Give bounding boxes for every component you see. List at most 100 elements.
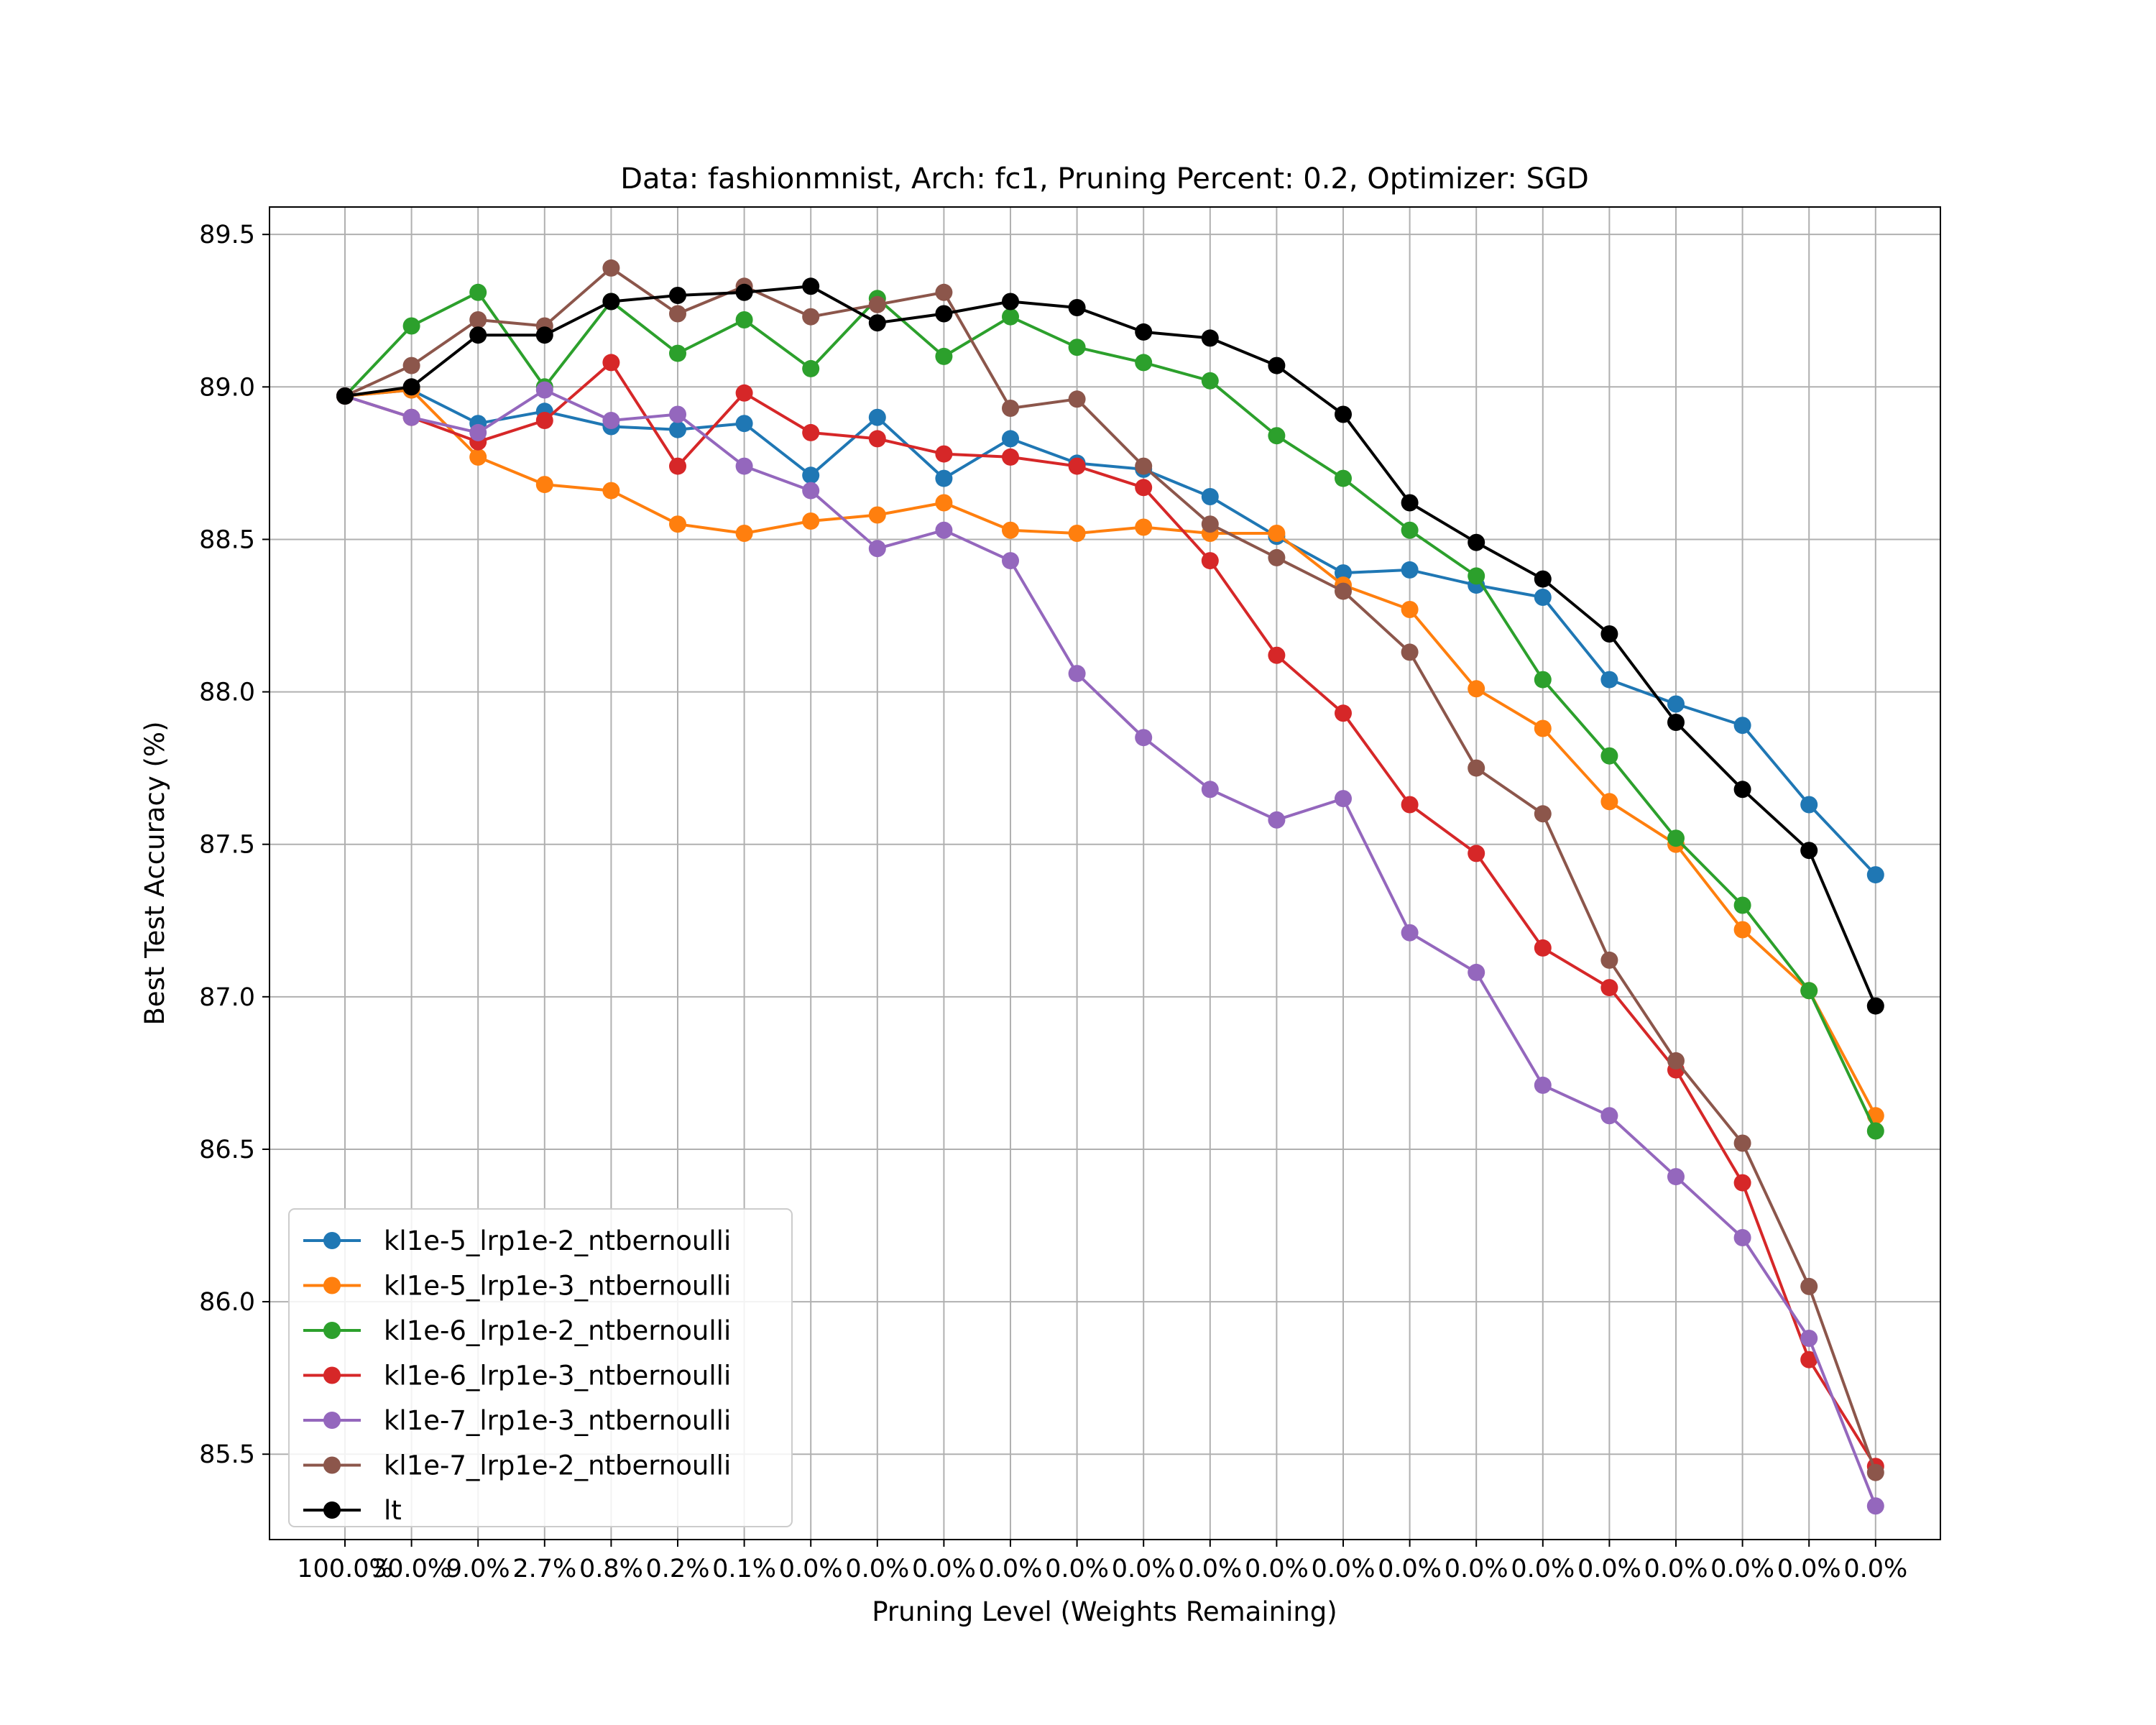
data-point bbox=[535, 326, 553, 344]
legend-marker bbox=[323, 1276, 341, 1294]
x-tick-label: 0.0% bbox=[1710, 1555, 1774, 1583]
data-point bbox=[1866, 866, 1884, 884]
data-point bbox=[735, 415, 753, 433]
data-point bbox=[669, 287, 686, 304]
data-point bbox=[802, 359, 820, 377]
data-point bbox=[669, 457, 686, 475]
y-tick-label: 87.0 bbox=[199, 983, 255, 1012]
data-point bbox=[402, 378, 420, 396]
data-point bbox=[1201, 515, 1219, 533]
data-point bbox=[1201, 552, 1219, 570]
data-point bbox=[1800, 1277, 1818, 1295]
x-tick-label: 9.0% bbox=[446, 1555, 510, 1583]
data-point bbox=[1002, 552, 1019, 570]
legend-item: kl1e-7_lrp1e-2_ntbernoulli bbox=[303, 1450, 731, 1481]
y-tick-label: 89.0 bbox=[199, 373, 255, 402]
data-point bbox=[935, 494, 953, 512]
x-tick-label: 2.7% bbox=[512, 1555, 576, 1583]
data-point bbox=[602, 354, 620, 372]
x-tick-label: 0.0% bbox=[1445, 1555, 1508, 1583]
x-tick-label: 0.0% bbox=[1312, 1555, 1376, 1583]
legend-item: kl1e-5_lrp1e-3_ntbernoulli bbox=[303, 1271, 731, 1302]
data-point bbox=[1468, 533, 1485, 551]
legend-label: kl1e-6_lrp1e-3_ntbernoulli bbox=[384, 1361, 731, 1392]
data-point bbox=[1534, 1076, 1552, 1094]
x-tick-label: 0.0% bbox=[1178, 1555, 1242, 1583]
x-tick-label: 30.0% bbox=[372, 1555, 451, 1583]
data-point bbox=[868, 430, 886, 448]
y-tick-label: 86.0 bbox=[199, 1288, 255, 1317]
data-point bbox=[802, 423, 820, 441]
series-line bbox=[344, 266, 1877, 1473]
data-point bbox=[1002, 430, 1019, 448]
data-point bbox=[802, 482, 820, 500]
data-point bbox=[1335, 564, 1352, 582]
data-point bbox=[1667, 714, 1685, 731]
data-point bbox=[1002, 308, 1019, 326]
data-point bbox=[1201, 488, 1219, 505]
data-point bbox=[1733, 1174, 1751, 1192]
data-point bbox=[1800, 842, 1818, 860]
data-point bbox=[868, 408, 886, 426]
x-tick-label: 0.0% bbox=[779, 1555, 843, 1583]
x-tick-label: 0.0% bbox=[1245, 1555, 1309, 1583]
data-point bbox=[735, 311, 753, 328]
data-point bbox=[1068, 665, 1086, 683]
series-line bbox=[344, 290, 1877, 1132]
data-point bbox=[469, 311, 487, 328]
data-point bbox=[735, 283, 753, 301]
y-tick-label: 88.5 bbox=[199, 525, 255, 554]
data-point bbox=[1534, 805, 1552, 823]
data-point bbox=[1268, 356, 1286, 374]
x-tick-label: 0.0% bbox=[845, 1555, 909, 1583]
data-point bbox=[1268, 525, 1286, 542]
data-point bbox=[802, 308, 820, 326]
legend-item: kl1e-5_lrp1e-2_ntbernoulli bbox=[303, 1225, 731, 1256]
data-point bbox=[1335, 469, 1352, 487]
data-point bbox=[1002, 448, 1019, 466]
data-point bbox=[402, 356, 420, 374]
data-point bbox=[802, 277, 820, 295]
data-point bbox=[802, 466, 820, 484]
data-point bbox=[1268, 548, 1286, 566]
data-point bbox=[1534, 589, 1552, 606]
data-point bbox=[1401, 796, 1419, 814]
data-point bbox=[1401, 601, 1419, 618]
data-point bbox=[1534, 719, 1552, 737]
data-point bbox=[402, 408, 420, 426]
chart-title: Data: fashionmnist, Arch: fc1, Pruning P… bbox=[620, 162, 1589, 196]
y-axis-label: Best Test Accuracy (%) bbox=[139, 721, 170, 1025]
data-point bbox=[1068, 299, 1086, 316]
data-point bbox=[935, 445, 953, 463]
data-point bbox=[735, 525, 753, 542]
data-point bbox=[1733, 896, 1751, 914]
y-tick-label: 88.0 bbox=[199, 678, 255, 707]
data-point bbox=[1068, 390, 1086, 408]
data-point bbox=[669, 305, 686, 323]
data-point bbox=[1468, 963, 1485, 981]
data-point bbox=[1335, 704, 1352, 722]
data-point bbox=[1068, 339, 1086, 356]
legend-marker bbox=[323, 1366, 341, 1384]
data-point bbox=[535, 412, 553, 429]
data-point bbox=[1600, 625, 1618, 643]
x-tick-label: 0.0% bbox=[1511, 1555, 1575, 1583]
data-point bbox=[1401, 643, 1419, 661]
legend-label: kl1e-7_lrp1e-3_ntbernoulli bbox=[384, 1405, 731, 1436]
data-point bbox=[1335, 405, 1352, 423]
data-point bbox=[1600, 671, 1618, 689]
data-point bbox=[1135, 354, 1153, 372]
y-tick-label: 86.5 bbox=[199, 1136, 255, 1164]
data-point bbox=[1002, 293, 1019, 310]
data-point bbox=[935, 347, 953, 365]
data-point bbox=[1135, 518, 1153, 536]
data-point bbox=[1600, 951, 1618, 969]
data-point bbox=[1268, 646, 1286, 664]
data-point bbox=[868, 314, 886, 332]
legend-item: kl1e-7_lrp1e-3_ntbernoulli bbox=[303, 1405, 731, 1436]
data-point bbox=[402, 317, 420, 335]
legend-marker bbox=[323, 1501, 341, 1519]
data-point bbox=[1335, 582, 1352, 600]
x-tick-label: 100.0% bbox=[297, 1555, 392, 1583]
data-point bbox=[1733, 781, 1751, 799]
